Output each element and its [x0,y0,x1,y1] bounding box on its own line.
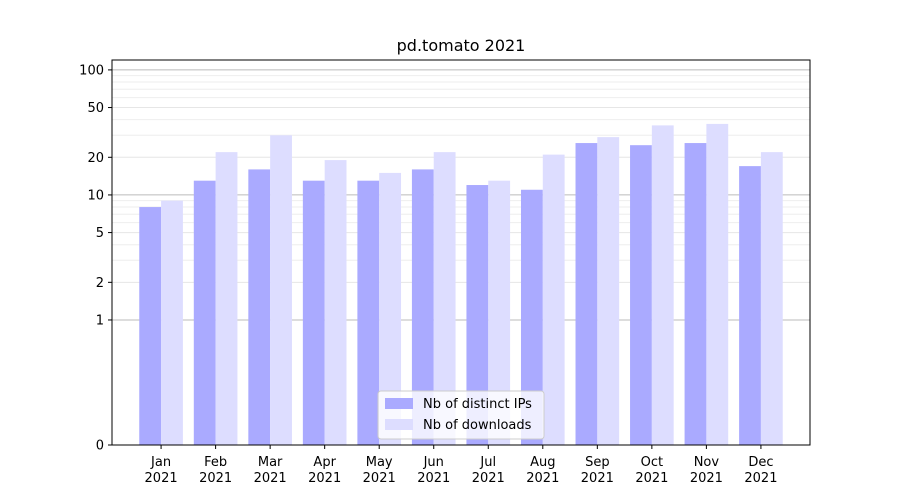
bar-downloads [161,200,183,445]
y-tick-label: 50 [87,101,104,116]
bar-downloads [433,152,456,445]
x-tick-label-month: Apr [313,455,336,470]
bar-downloads [379,172,402,445]
bar-distinct-ips [630,145,652,445]
x-tick-label-year: 2021 [145,471,178,486]
x-tick-label-month: Jan [150,455,171,470]
bar-downloads [324,160,347,445]
bar-distinct-ips [739,166,761,445]
bar-distinct-ips [248,169,271,445]
x-tick-label-year: 2021 [363,471,396,486]
legend: Nb of distinct IPs Nb of downloads [377,390,545,440]
bar-distinct-ips [193,180,216,445]
bar-distinct-ips [139,207,162,445]
x-tick-label-month: May [366,455,393,470]
x-tick-label-year: 2021 [690,471,723,486]
bar-distinct-ips [411,169,434,445]
x-axis: Jan2021Feb2021Mar2021Apr2021May2021Jun20… [145,445,777,486]
legend-box [377,390,545,440]
x-tick-label-month: Jul [479,455,496,470]
bar-downloads [651,125,674,445]
legend-label: Nb of downloads [423,418,532,433]
legend-swatch [385,419,413,430]
legend-label: Nb of distinct IPs [423,397,532,412]
x-tick-label-year: 2021 [417,471,450,486]
bar-downloads [706,123,729,445]
x-tick-label-year: 2021 [744,471,777,486]
x-tick-label-month: Feb [204,455,227,470]
y-tick-label: 20 [87,151,104,166]
bar-distinct-ips [520,189,543,445]
y-tick-label: 10 [87,188,104,203]
chart-title: pd.tomato 2021 [397,36,526,55]
bar-distinct-ips [575,143,598,445]
y-tick-label: 1 [96,313,104,328]
bar-distinct-ips [357,180,380,445]
x-tick-label-year: 2021 [254,471,287,486]
axes-frame [111,59,811,446]
legend-swatch [385,398,413,409]
x-tick-label-year: 2021 [472,471,505,486]
x-tick-label-month: Oct [641,455,663,470]
y-tick-label: 100 [79,63,104,78]
bar-downloads [597,137,620,445]
bar-downloads [488,180,511,445]
x-tick-label-year: 2021 [526,471,559,486]
y-tick-label: 0 [96,439,104,454]
x-tick-label-month: Jun [423,455,444,470]
y-axis: 0 1 2 5 10 20 50 100 [79,63,112,454]
y-tick-label: 2 [96,276,104,291]
bar-distinct-ips [684,143,707,445]
y-tick-label: 5 [96,226,104,241]
x-tick-label-year: 2021 [199,471,232,486]
x-tick-label-year: 2021 [635,471,668,486]
bar-downloads [215,152,238,445]
x-tick-label-year: 2021 [581,471,614,486]
x-tick-label-month: Nov [694,455,720,470]
x-tick-label-month: Sep [585,455,610,470]
x-tick-label-month: Dec [748,455,773,470]
bar-downloads [542,154,565,446]
x-tick-label-month: Aug [530,455,555,470]
x-tick-label-year: 2021 [308,471,341,486]
bar-downloads [270,135,292,445]
bar-downloads [760,152,783,445]
bar-distinct-ips [466,185,489,445]
bar-distinct-ips [302,180,325,445]
x-tick-label-month: Mar [258,455,283,470]
bars [139,123,783,446]
